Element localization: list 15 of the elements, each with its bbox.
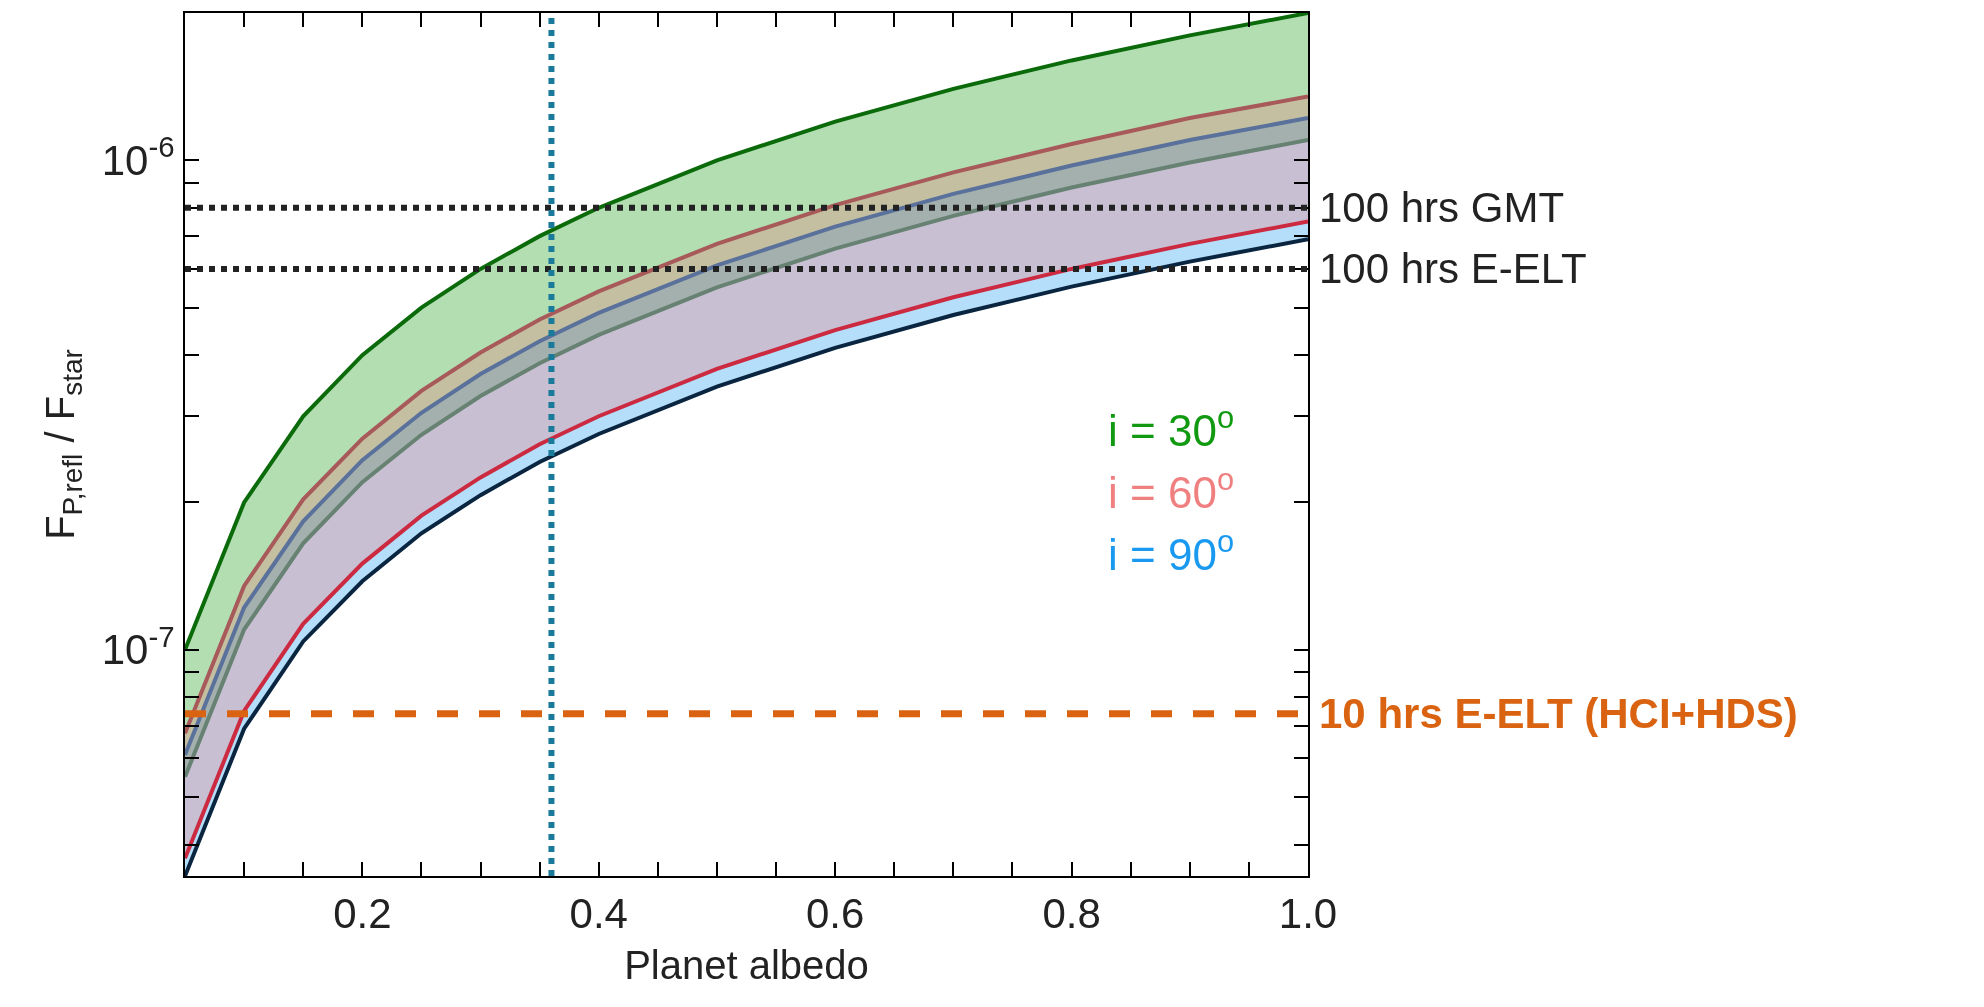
y-tick-label: 10$^{-7}$ — [101, 619, 175, 674]
text: i = 30$^{o}$ — [1108, 400, 1235, 456]
x-tick-label: 0.6 — [805, 890, 865, 938]
ref-line-label: 100 hrs E-ELT — [1319, 245, 1587, 292]
text: i = 60$^{o}$ — [1108, 462, 1235, 518]
x-tick-label: 1.0 — [1278, 890, 1338, 938]
line-series — [185, 138, 1308, 779]
ref-line-label: 10 hrs E-ELT (HCI+HDS) — [1319, 690, 1798, 737]
ref-line-label: 100 hrs GMT — [1319, 184, 1565, 231]
x-tick-label: 0.4 — [569, 890, 628, 938]
text: i = 90$^{o}$ — [1108, 524, 1235, 580]
y-tick-label: 10$^{-6}$ — [101, 130, 175, 185]
x-tick-label: 0.2 — [333, 890, 392, 938]
x-tick-label: 0.8 — [1042, 890, 1101, 938]
x-axis-title: Planet albedo — [624, 943, 869, 988]
